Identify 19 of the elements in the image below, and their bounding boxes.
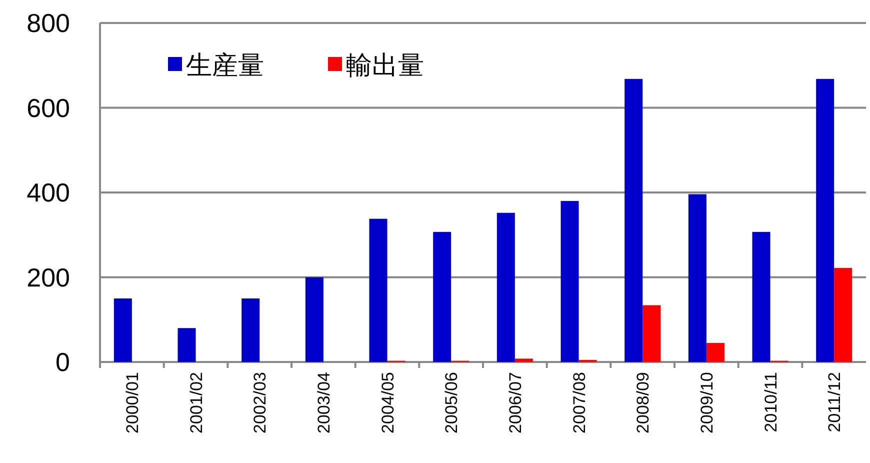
x-tick-label: 2001/02 [186, 372, 206, 434]
x-tick-label: 2009/10 [697, 372, 716, 434]
y-tick-label: 400 [26, 178, 70, 208]
y-tick-label: 0 [56, 347, 70, 377]
x-tick-label: 2007/08 [570, 372, 589, 434]
x-tick-label: 2003/04 [314, 372, 334, 434]
x-tick-label: 2004/05 [378, 372, 398, 434]
x-tick-label: 2010/11 [761, 372, 780, 432]
x-tick-label: 2006/07 [506, 372, 525, 434]
legend-label: 生産量 [186, 50, 264, 80]
y-tick-label: 600 [26, 92, 70, 123]
x-tick-label: 2008/09 [634, 372, 653, 434]
x-tick-label: 2002/03 [250, 372, 270, 434]
x-tick-label: 2011/12 [825, 372, 844, 432]
y-tick-label: 800 [26, 8, 70, 38]
x-tick-label: 2000/01 [122, 372, 142, 434]
x-tick-label: 2005/06 [442, 372, 462, 434]
legend-label: 輸出量 [346, 50, 424, 80]
y-tick-label: 200 [26, 262, 70, 292]
